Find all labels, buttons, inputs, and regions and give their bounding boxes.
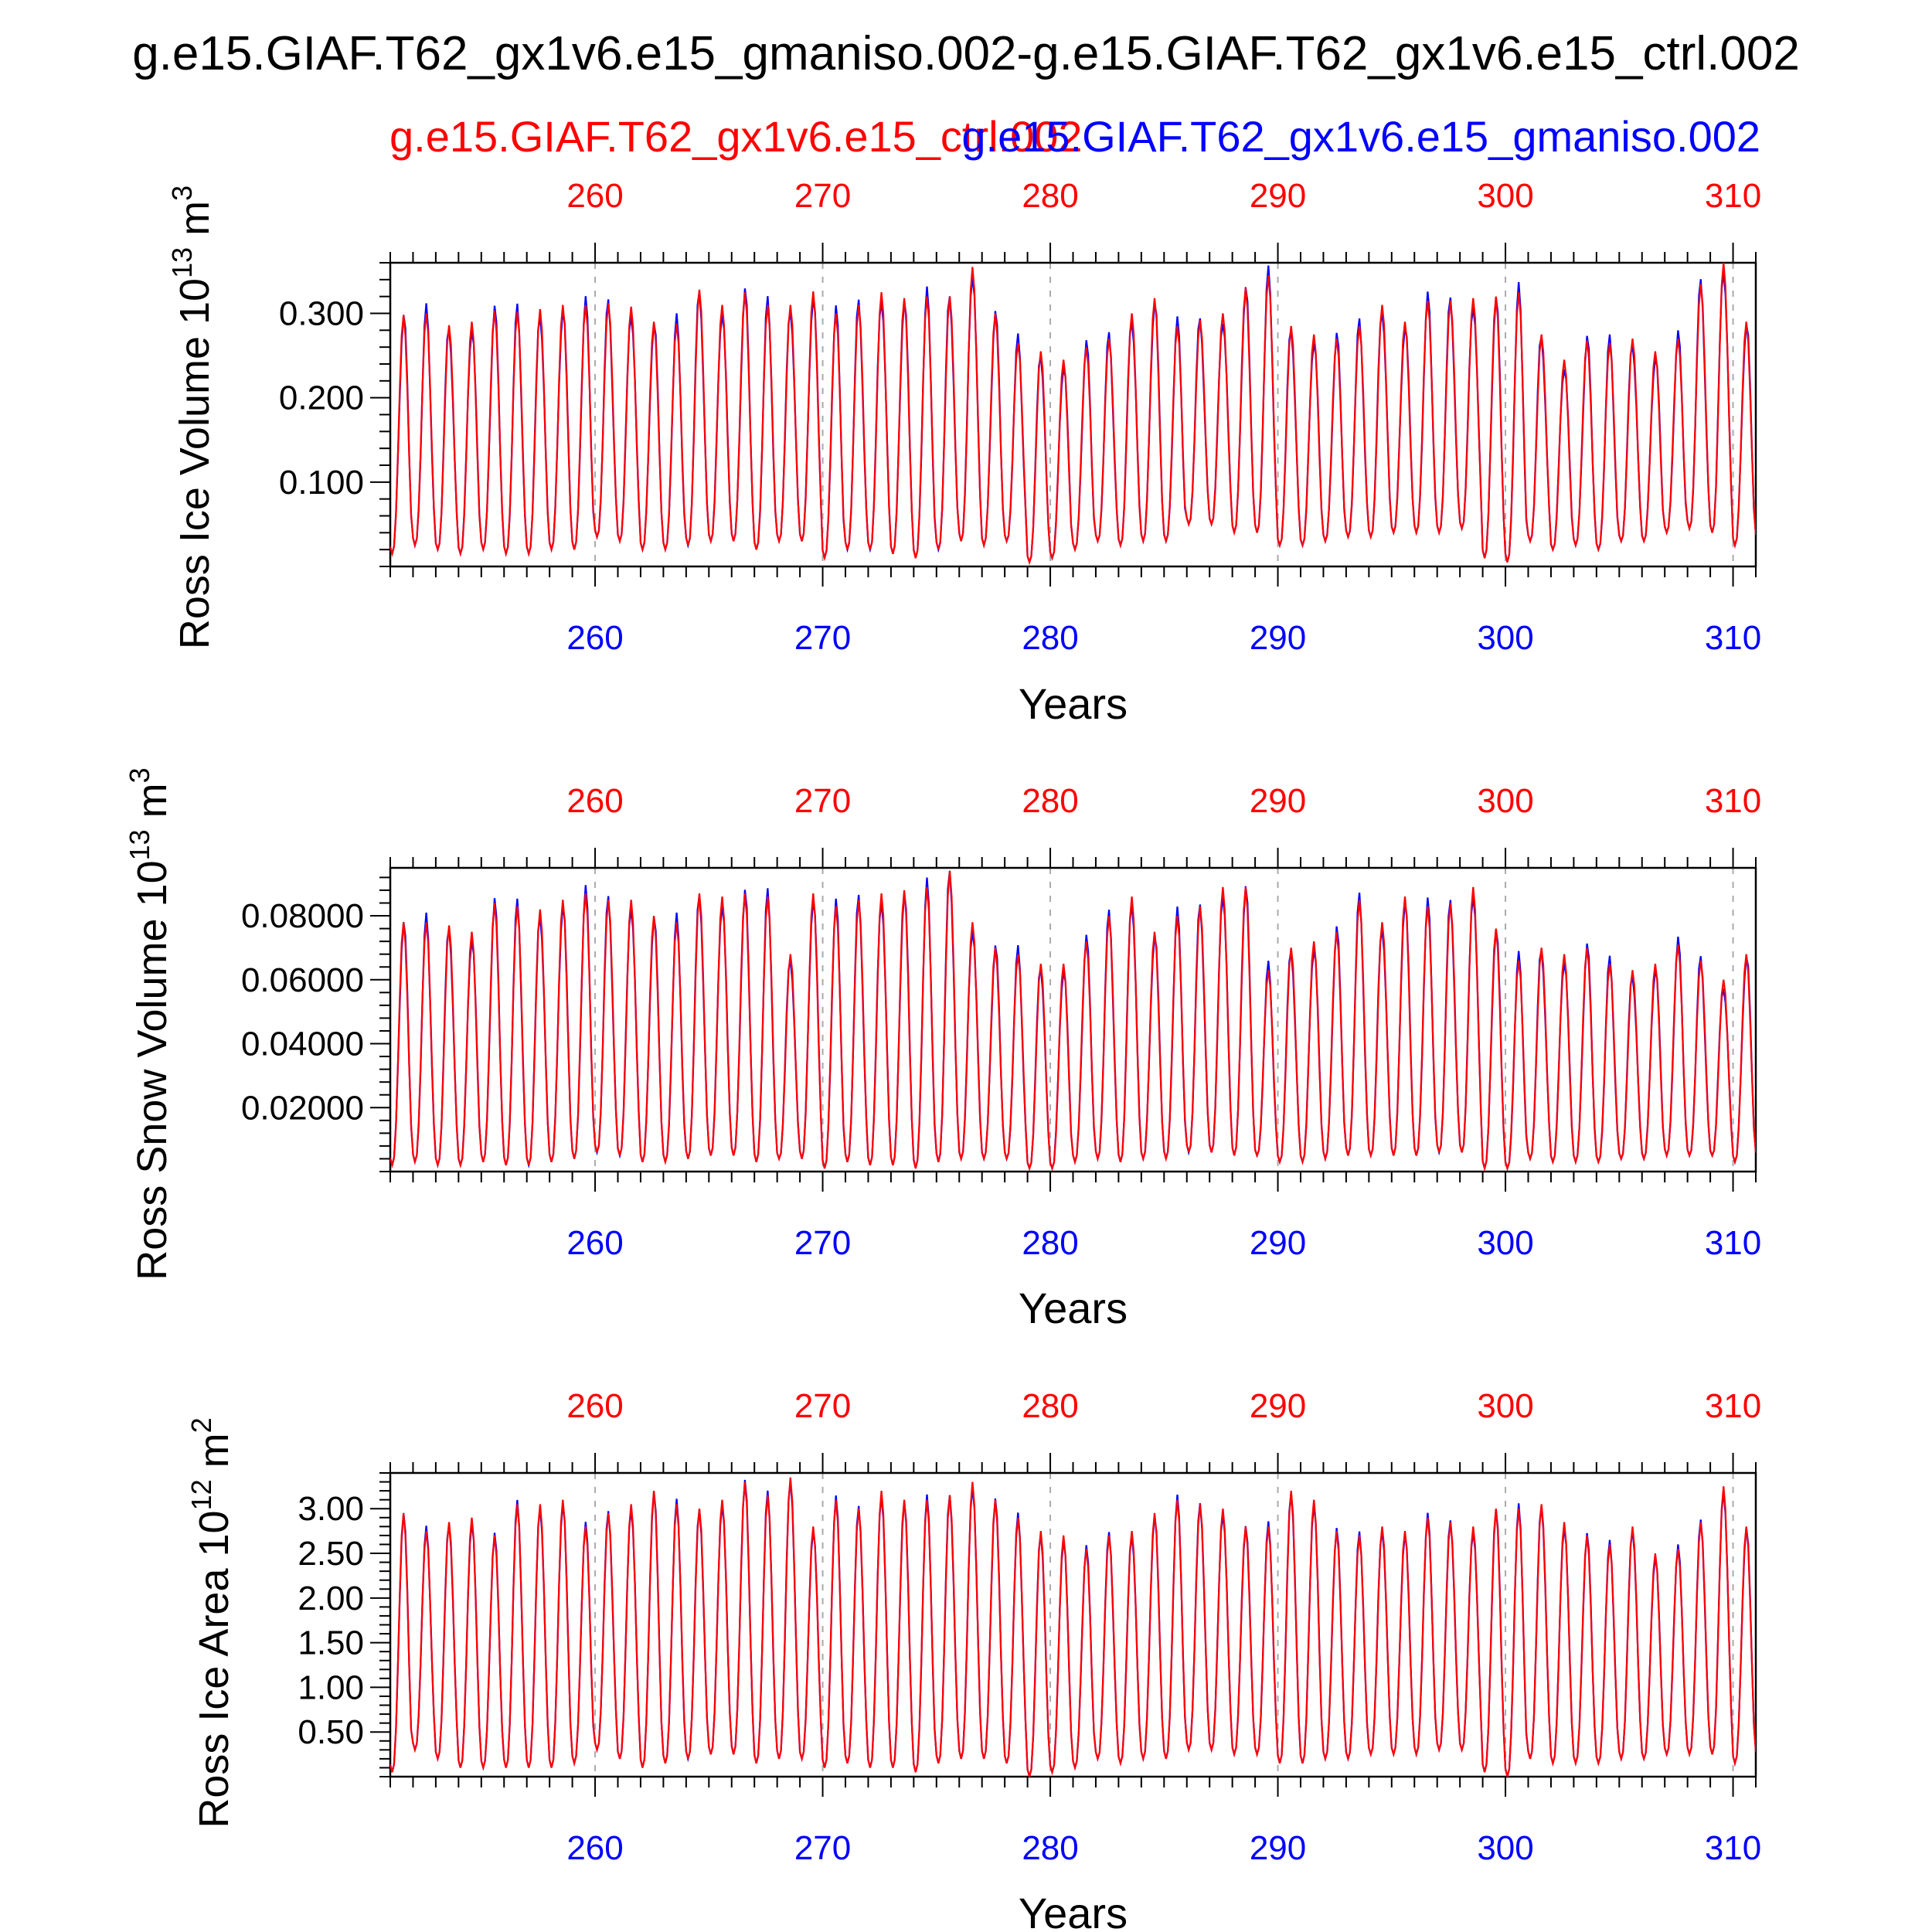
y-axis-label: Ross Snow Volume 1013 m3 (124, 767, 175, 1280)
y-axis-label-exponent: 13 (124, 829, 155, 860)
x-tick-label-bottom: 300 (1477, 1224, 1533, 1262)
panel-1: 260 260 270 270 280 280 290 290 300 300 310 310 0.10… (166, 177, 1761, 728)
x-tick-label-top: 290 (1250, 177, 1306, 215)
x-tick-label-bottom: 310 (1705, 1829, 1761, 1867)
panel-2: 260 260 270 270 280 280 290 290 300 300 310 310 0.02… (124, 767, 1761, 1332)
x-tick-label-top: 310 (1705, 177, 1761, 215)
figure-title: g.e15.GIAF.T62_gx1v6.e15_gmaniso.002-g.e… (132, 27, 1800, 80)
y-tick-label: 0.200 (279, 379, 364, 417)
x-tick-label-top: 280 (1022, 1387, 1078, 1425)
y-tick-label: 0.100 (279, 464, 364, 502)
series-line-ctrl (390, 1477, 1756, 1777)
x-tick-label-bottom: 310 (1705, 619, 1761, 657)
y-axis-label: Ross Ice Area 1012 m2 (185, 1417, 237, 1828)
legend-gmaniso: g.e15.GIAF.T62_gx1v6.e15_gmaniso.002 (961, 112, 1760, 161)
x-tick-label-bottom: 310 (1705, 1224, 1761, 1262)
y-axis-label-unit: m (191, 1433, 237, 1479)
x-tick-label-top: 310 (1705, 1387, 1761, 1425)
x-tick-label-top: 270 (794, 782, 851, 820)
y-tick-label: 0.04000 (241, 1026, 364, 1063)
y-axis-label-main: Ross Snow Volume 10 (129, 860, 175, 1280)
x-tick-label-bottom: 280 (1022, 1224, 1078, 1262)
x-tick-label-top: 280 (1022, 782, 1078, 820)
x-tick-label-top: 290 (1250, 782, 1306, 820)
y-axis-label-main: Ross Ice Area 10 (191, 1510, 237, 1828)
x-tick-label-bottom: 300 (1477, 619, 1533, 657)
x-tick-label-top: 270 (794, 177, 851, 215)
x-tick-label-top: 260 (566, 782, 623, 820)
x-tick-label-top: 260 (566, 1387, 623, 1425)
x-axis-label: Years (1019, 1889, 1128, 1932)
x-axis-label: Years (1019, 1284, 1128, 1332)
panel-3: 260 260 270 270 280 280 290 290 300 300 310 310 0.50… (185, 1387, 1761, 1932)
x-tick-label-top: 300 (1477, 782, 1533, 820)
x-tick-label-bottom: 270 (794, 1829, 851, 1867)
x-tick-label-bottom: 260 (566, 1224, 623, 1262)
x-tick-label-bottom: 300 (1477, 1829, 1533, 1867)
y-axis-label-unit: m (129, 783, 175, 829)
y-axis-label-exponent: 13 (166, 247, 198, 278)
x-tick-label-bottom: 270 (794, 1224, 851, 1262)
y-axis-label-unit-exponent: 2 (185, 1417, 217, 1433)
y-tick-label: 1.00 (298, 1668, 364, 1706)
y-axis-label-exponent: 12 (185, 1479, 217, 1510)
y-axis-label-unit-exponent: 3 (124, 767, 155, 783)
y-axis-label-unit-exponent: 3 (166, 185, 198, 201)
x-tick-label-top: 270 (794, 1387, 851, 1425)
y-tick-label: 0.06000 (241, 961, 364, 999)
y-tick-label: 3.00 (298, 1490, 364, 1528)
x-tick-label-top: 290 (1250, 1387, 1306, 1425)
x-axis-label: Years (1019, 679, 1128, 728)
panels-group: 260 260 270 270 280 280 290 290 300 300 310 310 0.10… (124, 177, 1761, 1932)
x-tick-label-top: 280 (1022, 177, 1078, 215)
y-axis-label-unit: m (172, 201, 218, 247)
series-line-ctrl (390, 263, 1756, 566)
x-tick-label-top: 300 (1477, 1387, 1533, 1425)
y-tick-label: 0.08000 (241, 897, 364, 935)
y-tick-label: 0.300 (279, 295, 364, 333)
y-axis-label: Ross Ice Volume 1013 m3 (166, 185, 218, 649)
x-tick-label-bottom: 260 (566, 1829, 623, 1867)
y-tick-label: 1.50 (298, 1624, 364, 1662)
y-axis-label-main: Ross Ice Volume 10 (172, 278, 218, 649)
x-tick-label-top: 310 (1705, 782, 1761, 820)
x-tick-label-bottom: 260 (566, 619, 623, 657)
y-tick-label: 0.02000 (241, 1089, 364, 1127)
x-tick-label-bottom: 290 (1250, 1224, 1306, 1262)
x-tick-label-bottom: 270 (794, 619, 851, 657)
y-tick-label: 2.50 (298, 1535, 364, 1573)
x-tick-label-bottom: 280 (1022, 1829, 1078, 1867)
x-tick-label-bottom: 290 (1250, 1829, 1306, 1867)
x-tick-label-bottom: 280 (1022, 619, 1078, 657)
x-tick-label-top: 300 (1477, 177, 1533, 215)
y-tick-label: 2.00 (298, 1580, 364, 1617)
legend-ctrl: g.e15.GIAF.T62_gx1v6.e15_ctrl.002 (389, 112, 1083, 161)
x-tick-label-top: 260 (566, 177, 623, 215)
x-tick-label-bottom: 290 (1250, 619, 1306, 657)
y-tick-label: 0.50 (298, 1713, 364, 1751)
series-line-ctrl (390, 871, 1756, 1172)
